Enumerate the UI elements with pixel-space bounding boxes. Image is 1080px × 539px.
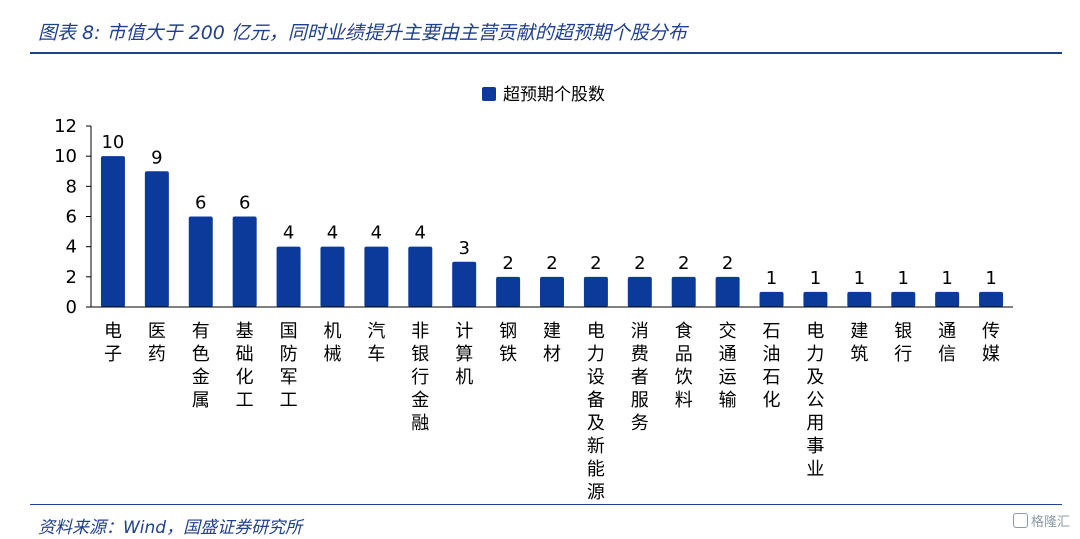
- x-category-label: 电力及公用事业: [806, 321, 824, 480]
- bar: [540, 276, 564, 307]
- y-axis: 0 2 4 6 8 10 12: [54, 116, 92, 318]
- bar-value-label: 2: [722, 253, 733, 274]
- y-tick-label: 2: [66, 267, 77, 288]
- watermark: 格隆汇: [1012, 511, 1070, 530]
- bar: [232, 216, 257, 307]
- x-category-label: 交通运输: [719, 321, 737, 411]
- x-category-label: 汽车: [367, 321, 385, 365]
- bar-value-label: 2: [634, 253, 645, 274]
- bar-value-label: 1: [941, 268, 952, 289]
- x-category-label: 电子: [104, 321, 122, 365]
- x-category-label: 食品饮料: [675, 321, 693, 411]
- bar: [144, 171, 169, 307]
- bar: [671, 276, 696, 307]
- bars: 10 9 6 6 4 4 4 4 3 2 2 2 2 2 2 1 1 1 1 1 1: [100, 132, 1004, 307]
- x-category-label: 石油石化: [763, 321, 781, 411]
- x-category-label: 银行: [894, 321, 912, 365]
- legend-label: 超预期个股数: [503, 85, 605, 105]
- x-category-label: 传媒: [982, 321, 1000, 365]
- bar-value-label: 2: [590, 253, 601, 274]
- x-category-label: 消费者服务: [631, 321, 649, 434]
- x-category-label: 非银行金融: [411, 321, 429, 434]
- source-divider: [30, 504, 1062, 505]
- bar: [364, 246, 389, 307]
- bar: [408, 246, 433, 307]
- y-tick-label: 6: [66, 207, 77, 228]
- bar-value-label: 3: [458, 238, 469, 259]
- bar-value-label: 1: [985, 268, 996, 289]
- legend-swatch: [482, 87, 496, 101]
- bar-value-label: 2: [546, 253, 557, 274]
- source-note: 资料来源：Wind，国盛证券研究所: [38, 518, 303, 538]
- x-category-label: 电力设备及新能源: [587, 321, 605, 500]
- bar: [715, 276, 740, 307]
- bar: [847, 291, 872, 307]
- bar: [891, 291, 916, 307]
- y-tick-label: 8: [66, 176, 77, 197]
- bar-value-label: 4: [371, 223, 382, 244]
- bar: [320, 246, 345, 307]
- x-category-label: 国防军工: [280, 321, 298, 411]
- x-category-label: 钢铁: [499, 321, 517, 365]
- bar: [583, 276, 608, 307]
- bar-value-label: 4: [283, 223, 294, 244]
- bar: [496, 276, 521, 307]
- bar-value-label: 1: [810, 268, 821, 289]
- bar: [452, 261, 477, 307]
- bar-value-label: 2: [678, 253, 689, 274]
- figure-title: 图表 8: 市值大于 200 亿元，同时业绩提升主要由主营贡献的超预期个股分布: [38, 22, 687, 44]
- x-category-label: 医药: [148, 321, 166, 365]
- bar-value-label: 4: [415, 223, 426, 244]
- y-tick-label: 10: [54, 146, 77, 167]
- bar-value-label: 1: [898, 268, 909, 289]
- x-category-label: 有色金属: [192, 321, 210, 411]
- bar: [979, 291, 1004, 307]
- bar: [803, 291, 828, 307]
- y-tick-label: 12: [54, 116, 77, 137]
- bar-value-label: 10: [101, 132, 124, 153]
- bar: [188, 216, 213, 307]
- x-category-label: 机械: [323, 321, 341, 365]
- bar: [759, 291, 784, 307]
- x-category-label: 计算机: [455, 321, 473, 388]
- bar-value-label: 9: [151, 147, 162, 168]
- watermark-text: 格隆汇: [1030, 515, 1070, 530]
- x-category-label: 建筑: [850, 321, 868, 365]
- bar: [627, 276, 652, 307]
- bar-value-label: 1: [766, 268, 777, 289]
- y-tick-label: 0: [66, 297, 77, 318]
- bar-value-label: 1: [854, 268, 865, 289]
- bar: [100, 156, 125, 307]
- bar: [935, 291, 960, 307]
- chart-legend: 超预期个股数: [482, 85, 605, 105]
- bar: [276, 246, 301, 307]
- x-category-label: 基础化工: [236, 321, 254, 411]
- x-category-label: 建材: [543, 321, 561, 365]
- bar-value-label: 4: [327, 223, 338, 244]
- x-category-label: 通信: [938, 321, 956, 365]
- bar-value-label: 6: [195, 193, 206, 214]
- bar-value-label: 2: [502, 253, 513, 274]
- title-divider: [30, 52, 1062, 54]
- y-tick-label: 4: [66, 237, 77, 258]
- bar-value-label: 6: [239, 193, 250, 214]
- watermark-logo-icon: [1012, 513, 1028, 528]
